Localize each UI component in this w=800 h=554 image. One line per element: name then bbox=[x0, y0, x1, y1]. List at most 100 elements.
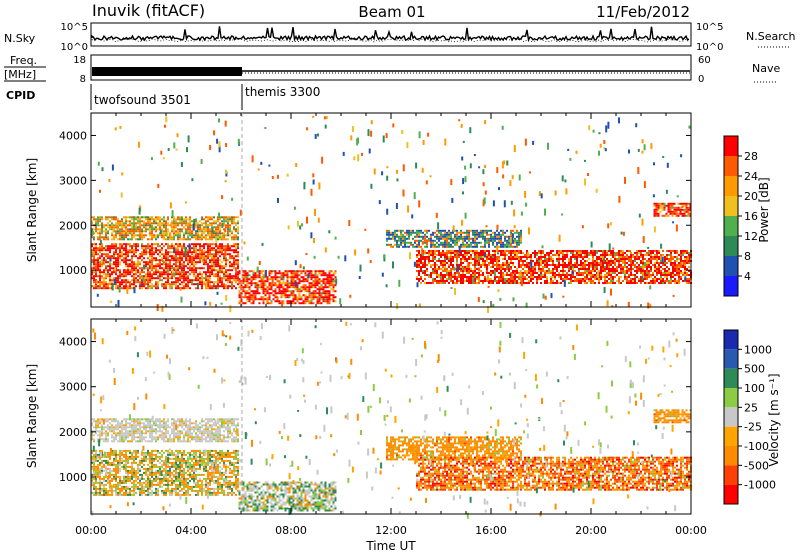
echo-cell-0-4 bbox=[434, 268, 436, 270]
echo-cell-0-1 bbox=[153, 220, 155, 223]
echo-cell-0-4 bbox=[668, 268, 670, 270]
echo-cell-0-4 bbox=[624, 272, 626, 274]
nsearch-label: N.Search bbox=[746, 30, 796, 43]
echo-cell-0-1 bbox=[155, 228, 157, 231]
echo-cell-0-0 bbox=[217, 287, 219, 290]
echo-cell-0-4 bbox=[506, 250, 508, 252]
echo-cell-0-4 bbox=[576, 252, 578, 254]
echo-cell-0-0 bbox=[99, 281, 101, 284]
echo-cell-0-0 bbox=[215, 275, 217, 278]
echo-cell-0-4 bbox=[646, 278, 648, 280]
echo-cell-0-5 bbox=[683, 210, 686, 213]
echo-cell-0-4 bbox=[680, 258, 682, 260]
echo-cell-0-5 bbox=[675, 208, 678, 211]
echo-cell-0-4 bbox=[464, 270, 466, 272]
echo-cell-0-4 bbox=[610, 254, 612, 256]
echo-cell-0-4 bbox=[640, 252, 642, 254]
echo-cell-0-4 bbox=[638, 266, 640, 268]
echo-cell-0-2 bbox=[314, 278, 317, 281]
echo-cell-0-4 bbox=[444, 276, 446, 278]
echo-cell-0-1 bbox=[197, 232, 199, 235]
echo-cell-0-0 bbox=[187, 277, 189, 280]
echo-cell-0-4 bbox=[498, 258, 500, 260]
echo-cell-0-0 bbox=[169, 287, 171, 290]
echo-cell-0-4 bbox=[418, 254, 420, 256]
echo-cell-0-3 bbox=[402, 237, 404, 240]
echo-cell-0-3 bbox=[418, 239, 420, 242]
echo-cell-0-4 bbox=[526, 262, 528, 264]
echo-speck-0 bbox=[328, 230, 331, 234]
echo-cell-0-0 bbox=[125, 265, 127, 268]
echo-cell-0-0 bbox=[233, 285, 235, 288]
echo-cell-0-1 bbox=[191, 224, 193, 227]
echo-speck-0 bbox=[558, 234, 561, 242]
freq-tick-bottom: 8 bbox=[80, 74, 86, 85]
echo-cell-0-1 bbox=[131, 218, 133, 221]
echo-cell-0-0 bbox=[235, 247, 237, 250]
echo-cell-0-2 bbox=[308, 294, 311, 297]
echo-cell-0-1 bbox=[131, 238, 133, 241]
echo-cell-0-0 bbox=[191, 243, 193, 246]
echo-cell-0-4 bbox=[630, 256, 632, 258]
echo-cell-0-0 bbox=[151, 269, 153, 272]
echo-cell-0-1 bbox=[155, 222, 157, 225]
echo-cell-0-4 bbox=[564, 258, 566, 260]
echo-cell-0-3 bbox=[446, 231, 448, 234]
echo-speck-0 bbox=[513, 225, 516, 229]
echo-cell-0-3 bbox=[386, 239, 388, 242]
echo-cell-0-0 bbox=[183, 261, 185, 264]
echo-cell-0-4 bbox=[450, 270, 452, 272]
echo-cell-0-2 bbox=[242, 288, 245, 291]
echo-cell-0-1 bbox=[195, 226, 197, 229]
echo-cell-0-4 bbox=[548, 264, 550, 266]
echo-cell-0-3 bbox=[504, 239, 506, 242]
echo-cell-0-3 bbox=[506, 229, 508, 232]
echo-cell-0-0 bbox=[147, 277, 149, 280]
echo-cell-0-4 bbox=[594, 260, 596, 262]
echo-cell-0-4 bbox=[454, 256, 456, 258]
echo-cell-0-0 bbox=[183, 281, 185, 284]
echo-cell-0-0 bbox=[195, 245, 197, 248]
echo-cell-0-4 bbox=[668, 272, 670, 274]
echo-cell-0-0 bbox=[123, 249, 125, 252]
echo-cell-0-4 bbox=[520, 266, 522, 268]
echo-cell-0-3 bbox=[508, 243, 510, 246]
echo-cell-0-0 bbox=[131, 267, 133, 270]
echo-cell-0-4 bbox=[514, 278, 516, 280]
echo-cell-0-4 bbox=[472, 264, 474, 266]
echo-cell-0-0 bbox=[143, 251, 145, 254]
echo-cell-0-4 bbox=[556, 282, 558, 284]
echo-cell-0-0 bbox=[195, 255, 197, 258]
echo-cell-0-2 bbox=[314, 276, 317, 279]
echo-cell-0-0 bbox=[221, 249, 223, 252]
echo-cell-0-3 bbox=[502, 243, 504, 246]
echo-cell-0-0 bbox=[229, 269, 231, 272]
echo-speck-0 bbox=[457, 265, 459, 270]
echo-cell-0-2 bbox=[286, 270, 289, 273]
echo-cell-0-0 bbox=[169, 277, 171, 280]
echo-cell-0-4 bbox=[568, 266, 570, 268]
echo-cell-0-0 bbox=[177, 245, 179, 248]
echo-cell-0-2 bbox=[328, 294, 331, 297]
echo-cell-0-4 bbox=[534, 272, 536, 274]
echo-cell-0-0 bbox=[221, 269, 223, 272]
echo-cell-0-0 bbox=[147, 283, 149, 286]
echo-cell-0-0 bbox=[97, 249, 99, 252]
echo-cell-0-4 bbox=[666, 258, 668, 260]
echo-cell-0-4 bbox=[666, 256, 668, 258]
echo-cell-0-3 bbox=[436, 245, 438, 248]
echo-cell-0-2 bbox=[282, 280, 285, 283]
echo-cell-0-5 bbox=[685, 214, 688, 217]
echo-cell-0-4 bbox=[432, 252, 434, 254]
echo-cell-0-4 bbox=[670, 256, 672, 258]
echo-cell-0-0 bbox=[229, 253, 231, 256]
echo-cell-0-2 bbox=[252, 270, 255, 273]
echo-cell-0-0 bbox=[223, 287, 225, 290]
echo-speck-0 bbox=[453, 266, 456, 271]
echo-cell-0-0 bbox=[213, 253, 215, 256]
echo-cell-0-4 bbox=[566, 264, 568, 266]
echo-cell-0-4 bbox=[498, 280, 500, 282]
echo-cell-0-0 bbox=[151, 247, 153, 250]
echo-cell-0-3 bbox=[438, 239, 440, 242]
echo-cell-0-4 bbox=[444, 252, 446, 254]
